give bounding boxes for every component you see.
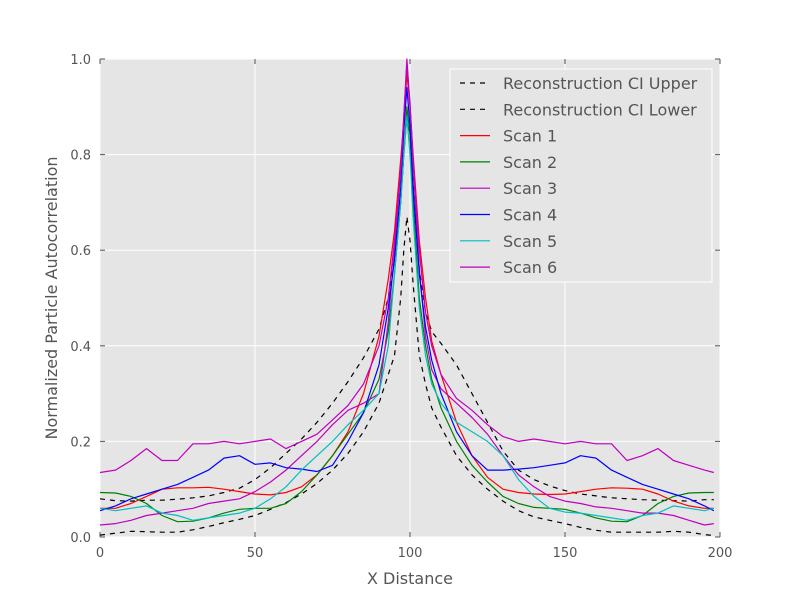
tick-marks xyxy=(99,58,721,538)
series-line-7 xyxy=(99,115,714,521)
legend-label: Reconstruction CI Lower xyxy=(503,100,697,119)
y-tick-label: 0.2 xyxy=(70,435,91,450)
x-tick-label: 0 xyxy=(96,546,104,561)
legend: Reconstruction CI Upper Reconstruction CI… xyxy=(449,68,713,283)
x-tick-label: 200 xyxy=(708,546,733,561)
x-tick-label: 100 xyxy=(398,546,423,561)
legend-label: Scan 4 xyxy=(503,206,557,225)
series-line-6 xyxy=(99,87,715,512)
y-axis-label: Normalized Particle Autocorrelation xyxy=(42,156,61,439)
x-tick-label: 150 xyxy=(553,546,578,561)
legend-label: Scan 1 xyxy=(503,127,557,146)
series-line-4 xyxy=(99,106,714,523)
y-tick-label: 0.6 xyxy=(70,244,91,259)
legend-label: Reconstruction CI Upper xyxy=(503,74,698,93)
x-tick-label: 50 xyxy=(247,546,264,561)
series-line-2 xyxy=(99,216,714,537)
legend-box xyxy=(449,68,713,283)
series-layer xyxy=(99,58,715,537)
legend-label: Scan 6 xyxy=(503,258,557,277)
legend-label: Scan 3 xyxy=(503,179,557,198)
y-tick-label: 0.0 xyxy=(70,531,91,546)
y-tick-labels: 0.0 0.2 0.4 0.6 0.8 1.0 xyxy=(70,53,91,546)
y-tick-label: 0.4 xyxy=(70,340,91,355)
legend-label: Scan 2 xyxy=(503,153,557,172)
series-line-8 xyxy=(99,63,714,474)
x-tick-labels: 0 50 100 150 200 xyxy=(96,546,733,561)
x-axis-label: X Distance xyxy=(367,569,453,588)
y-tick-label: 0.8 xyxy=(70,149,91,164)
y-tick-label: 1.0 xyxy=(70,53,91,68)
legend-label: Scan 5 xyxy=(503,232,557,251)
